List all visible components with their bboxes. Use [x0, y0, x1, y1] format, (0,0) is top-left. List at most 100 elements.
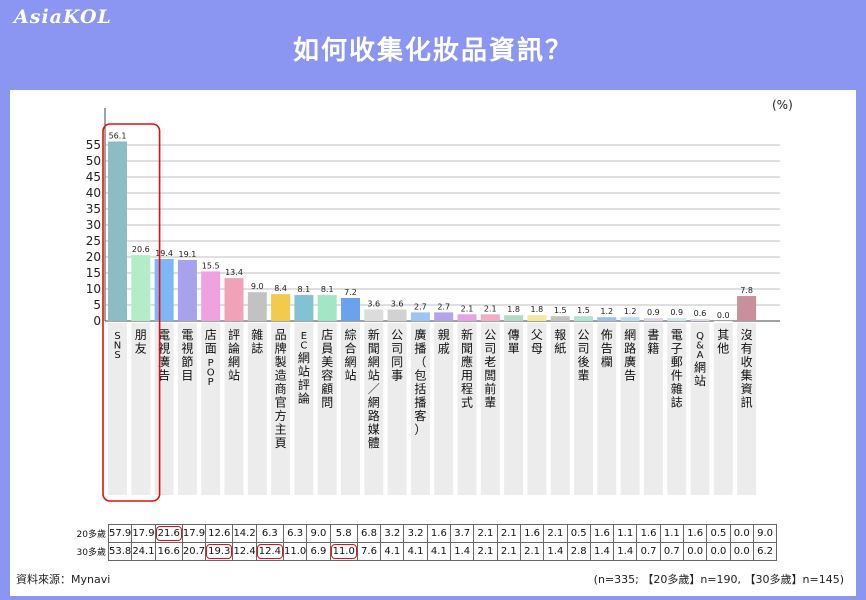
table-cell: 12.4 [232, 542, 257, 561]
table-cell: 1.6 [682, 524, 708, 543]
table-cell: 53.8 [107, 542, 133, 561]
table-cell: 1.6 [426, 524, 452, 543]
highlight-box [102, 123, 161, 502]
category-label-bg [410, 323, 430, 495]
x-tick-label: 評論網站 [228, 327, 240, 383]
category-label-bg [271, 323, 291, 495]
x-tick-label: 公司老闆前輩 [484, 328, 496, 410]
bar [201, 271, 221, 321]
y-tick-label: 15 [86, 266, 101, 280]
y-tick-label: 30 [86, 218, 101, 232]
category-label-bg [201, 323, 221, 495]
table-cell: 17.9 [131, 524, 156, 543]
category-label-bg [341, 323, 360, 495]
bar [317, 295, 337, 321]
category-label-bg [504, 323, 524, 495]
x-tick-label: 佈告欄 [601, 327, 613, 369]
category-label-bg [294, 323, 314, 495]
data-label: 56.1 [109, 131, 127, 140]
table-cell: 4.1 [426, 542, 452, 561]
table-cell: 0.0 [729, 524, 754, 543]
category-label-bg [457, 323, 477, 495]
data-label: 20.6 [132, 245, 150, 254]
category-label-bg [247, 323, 267, 495]
category-label-bg [597, 323, 617, 495]
table-cell: 16.6 [154, 542, 183, 561]
category-label-bg [434, 323, 454, 495]
data-label: 1.8 [531, 305, 544, 314]
table-cell: 57.9 [107, 524, 133, 543]
data-label: 8.1 [321, 285, 334, 294]
circled-value: 19.3 [206, 544, 232, 559]
x-tick-label: Q & A 網站 [694, 331, 706, 388]
category-label-bg [387, 323, 407, 495]
x-tick-label: 綜合網站 [344, 328, 356, 383]
x-tick-label: 朋友 [135, 328, 147, 356]
sample-size-note: (n=335; 【20多歲】n=190, 【30多歲】n=145) [593, 573, 844, 586]
bar [597, 317, 617, 321]
bar [294, 295, 314, 321]
table-cell: 7.6 [356, 542, 382, 561]
table-cell: 20.7 [181, 542, 207, 561]
table-cell: 1.6 [636, 524, 661, 543]
category-label-bg [620, 323, 640, 495]
table-cell: 0.0 [706, 542, 731, 561]
bar [480, 314, 500, 321]
table-cell: 2.8 [566, 542, 591, 561]
asiakol-logo: AsiaKOL [14, 6, 112, 28]
table-cell: 2.1 [496, 524, 521, 543]
table-row: 30多歲 53.8 24.1 16.6 20.7 19.3 12.4 12.4 11.0 6.9 1… [76, 542, 778, 561]
data-label: 0.9 [647, 308, 660, 317]
data-label: 1.5 [577, 306, 590, 315]
category-label-bg [317, 323, 337, 495]
category-label-bg [574, 323, 593, 495]
data-label: 2.1 [484, 304, 497, 313]
data-label: 19.1 [178, 250, 196, 259]
x-tick-label: 報紙 [554, 328, 566, 356]
table-cell: 2.1 [543, 524, 568, 543]
data-label: 1.5 [554, 306, 567, 315]
table-cell: 3.2 [380, 524, 405, 543]
source-note: 資料來源：Mynavi [16, 573, 111, 586]
data-label: 2.7 [437, 302, 450, 311]
data-label: 3.6 [367, 299, 380, 308]
category-label-bg [480, 323, 500, 495]
data-label: 3.6 [391, 299, 404, 308]
circled-value: 11.0 [331, 544, 357, 559]
table-cell: 0.0 [729, 542, 754, 561]
category-label-bg [131, 323, 151, 495]
category-label-bg [224, 323, 244, 495]
data-label: 2.1 [461, 304, 474, 313]
page-title: 如何收集化妝品資訊？ [292, 36, 573, 66]
bar [131, 255, 151, 321]
table-cell: 6.3 [255, 524, 284, 543]
bar [713, 321, 733, 322]
x-tick-label: 公司後輩 [577, 328, 589, 383]
y-tick-label: 55 [86, 138, 101, 152]
table-cell: 6.3 [282, 524, 308, 543]
category-label-bg [108, 323, 127, 495]
table-cell: 4.1 [380, 542, 405, 561]
table-cell: 1.4 [450, 542, 475, 561]
data-label: 19.4 [155, 249, 173, 258]
x-tick-label: E C 網站評論 [298, 331, 310, 406]
table-cell: 0.5 [566, 524, 591, 543]
data-label: 1.2 [600, 307, 613, 316]
data-label: 9.0 [251, 282, 264, 291]
table-cell: 24.1 [131, 542, 156, 561]
bar [504, 315, 524, 321]
age-breakdown-table: 20多歲 57.9 17.9 21.6 17.9 12.6 14.2 6.3 6.3 9.0 5.8… [76, 524, 778, 561]
x-tick-label: 電視節目 [181, 328, 193, 383]
data-label: 1.8 [507, 305, 520, 314]
data-label: 0.0 [717, 311, 730, 320]
bar [364, 309, 384, 321]
table-cell: 3.7 [450, 524, 475, 543]
bar [271, 294, 291, 321]
data-label: 8.4 [274, 284, 287, 293]
y-tick-label: 45 [86, 170, 101, 184]
table-cell: 11.0 [282, 542, 308, 561]
table-cell: 19.3 [205, 542, 234, 561]
x-tick-label: 父母 [531, 328, 543, 356]
x-tick-label: 電視廣告 [158, 328, 170, 383]
bar [527, 315, 547, 321]
